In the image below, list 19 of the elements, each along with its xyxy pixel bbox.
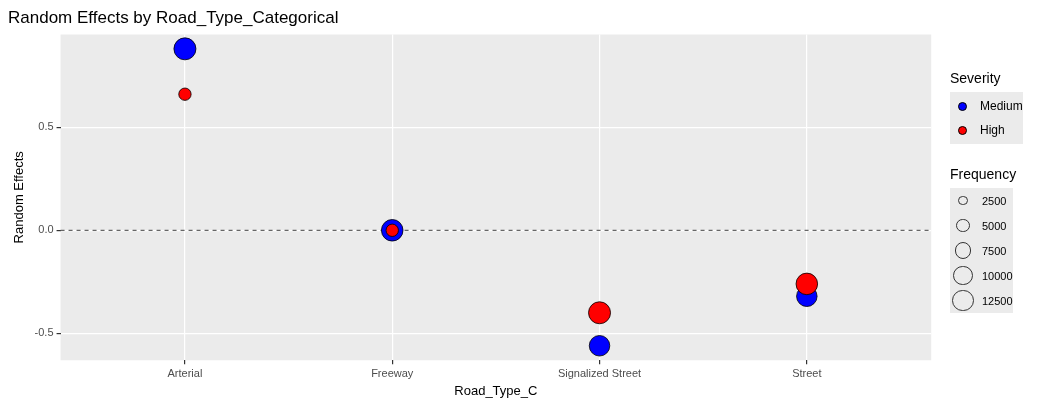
x-axis-title: Road_Type_C: [454, 382, 538, 398]
legend-label: High: [980, 123, 1005, 137]
x-tick-label: Street: [792, 366, 822, 379]
y-axis-title: Random Effects: [11, 150, 27, 244]
y-tick-label: -0.5: [34, 326, 54, 339]
x-tick-label: Arterial: [167, 366, 203, 379]
chart-title: Random Effects by Road_Type_Categorical: [8, 7, 339, 27]
legend-label: 12500: [982, 294, 1013, 307]
legend-label: 10000: [982, 269, 1013, 282]
legend-label: 2500: [982, 194, 1007, 207]
text: Frequency: [950, 166, 1018, 182]
legend-label: 5000: [982, 219, 1007, 232]
y-tick-label: 0.0: [38, 223, 54, 236]
legend-title: Severity: [950, 70, 1002, 86]
x-tick-label: Freeway: [371, 366, 414, 379]
x-tick-label: Signalized Street: [557, 366, 642, 379]
y-tick-label: 0.5: [38, 120, 54, 133]
legend-label: Medium: [980, 99, 1023, 113]
legend-label: 7500: [982, 244, 1007, 257]
